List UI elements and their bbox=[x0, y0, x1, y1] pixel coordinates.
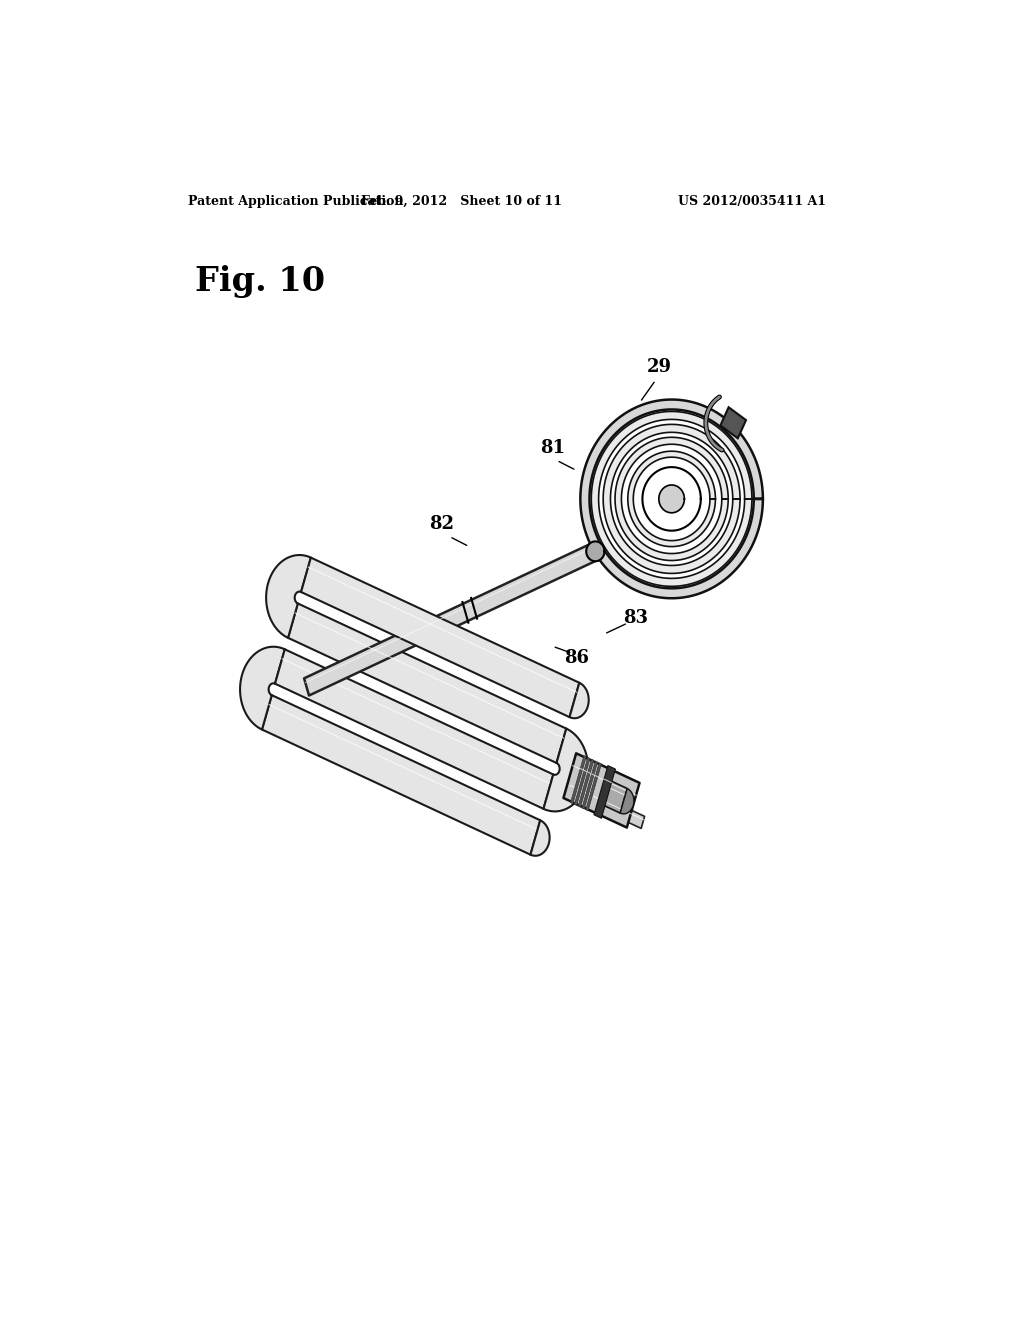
Polygon shape bbox=[301, 557, 580, 717]
Polygon shape bbox=[304, 543, 598, 696]
Polygon shape bbox=[601, 780, 627, 813]
Text: Feb. 9, 2012   Sheet 10 of 11: Feb. 9, 2012 Sheet 10 of 11 bbox=[360, 195, 562, 209]
Polygon shape bbox=[570, 755, 586, 804]
Text: 86: 86 bbox=[564, 649, 589, 668]
Polygon shape bbox=[262, 696, 541, 854]
Polygon shape bbox=[563, 754, 640, 828]
Text: 83: 83 bbox=[624, 609, 648, 627]
Polygon shape bbox=[574, 758, 590, 805]
Polygon shape bbox=[621, 788, 634, 814]
Polygon shape bbox=[603, 424, 740, 573]
Polygon shape bbox=[569, 682, 589, 718]
Polygon shape bbox=[615, 437, 728, 561]
Polygon shape bbox=[628, 451, 716, 546]
Text: 81: 81 bbox=[540, 440, 565, 457]
Polygon shape bbox=[591, 412, 752, 586]
Polygon shape bbox=[544, 729, 588, 812]
Polygon shape bbox=[658, 484, 684, 512]
Polygon shape bbox=[642, 467, 700, 531]
Polygon shape bbox=[579, 759, 594, 808]
Polygon shape bbox=[240, 647, 285, 730]
Polygon shape bbox=[275, 649, 553, 809]
Polygon shape bbox=[582, 762, 598, 809]
Polygon shape bbox=[266, 554, 311, 638]
Polygon shape bbox=[586, 541, 604, 561]
Text: US 2012/0035411 A1: US 2012/0035411 A1 bbox=[678, 195, 826, 209]
Polygon shape bbox=[586, 763, 601, 810]
Text: 29: 29 bbox=[647, 358, 672, 376]
Polygon shape bbox=[721, 408, 746, 438]
Text: Fig. 10: Fig. 10 bbox=[196, 265, 326, 298]
Text: 82: 82 bbox=[429, 515, 454, 533]
Polygon shape bbox=[288, 603, 566, 763]
Polygon shape bbox=[530, 820, 550, 855]
Polygon shape bbox=[567, 781, 644, 829]
Text: Patent Application Publication: Patent Application Publication bbox=[187, 195, 403, 209]
Polygon shape bbox=[581, 400, 763, 598]
Polygon shape bbox=[594, 766, 615, 818]
